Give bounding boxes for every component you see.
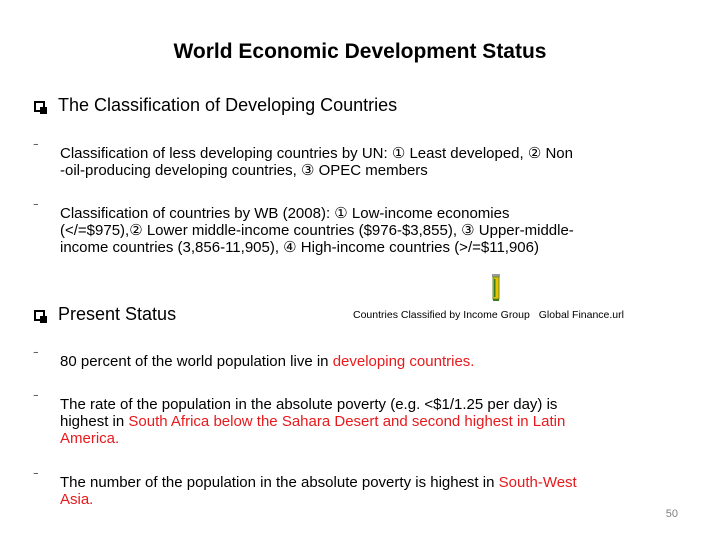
- bullet-line: Classification of less developing countr…: [60, 145, 573, 162]
- link-row: Countries Classified by Income Group Glo…: [353, 309, 630, 321]
- highlighted-text: America.: [60, 430, 120, 447]
- dash-bullet-icon: ‾: [34, 352, 38, 364]
- dash-bullet-icon: ‾: [34, 473, 38, 485]
- link-global-finance-url[interactable]: Global Finance.url: [538, 309, 624, 321]
- highlighted-text: developing countries.: [332, 353, 475, 370]
- section-heading-text: The Classification of Developing Countri…: [58, 95, 398, 115]
- section-heading-present-status: Present Status: [34, 304, 176, 325]
- bullet-line: The rate of the population in the absolu…: [60, 396, 558, 413]
- bullet-text: 80 percent of the world population live …: [60, 353, 333, 370]
- bullet-text: highest in: [60, 413, 129, 430]
- checkbox-bullet-icon: [34, 310, 47, 323]
- slide-title: World Economic Development Status: [173, 40, 547, 63]
- highlighted-text: South Africa below the Sahara Desert and…: [128, 413, 566, 430]
- checkbox-bullet-icon: [34, 101, 47, 114]
- highlighted-text: Asia.: [60, 491, 94, 508]
- section-heading-text: Present Status: [58, 304, 177, 324]
- highlighted-text: South-West: [498, 474, 577, 491]
- bullet-line: -oil-producing developing countries, ③ O…: [60, 162, 428, 179]
- dash-bullet-icon: ‾: [34, 144, 38, 156]
- bullet-line: income countries (3,856-11,905), ④ High-…: [60, 239, 539, 256]
- embedded-document-icon[interactable]: [489, 274, 503, 302]
- dash-bullet-icon: ‾: [34, 395, 38, 407]
- section-heading-classification: The Classification of Developing Countri…: [34, 95, 397, 116]
- bullet-line: (</=$975),② Lower middle-income countrie…: [60, 222, 574, 239]
- page-number: 50: [665, 508, 678, 520]
- dash-bullet-icon: ‾: [34, 204, 38, 216]
- link-countries-by-income[interactable]: Countries Classified by Income Group: [353, 309, 530, 321]
- bullet-line: Classification of countries by WB (2008)…: [60, 205, 510, 222]
- bullet-text: The number of the population in the abso…: [60, 474, 499, 491]
